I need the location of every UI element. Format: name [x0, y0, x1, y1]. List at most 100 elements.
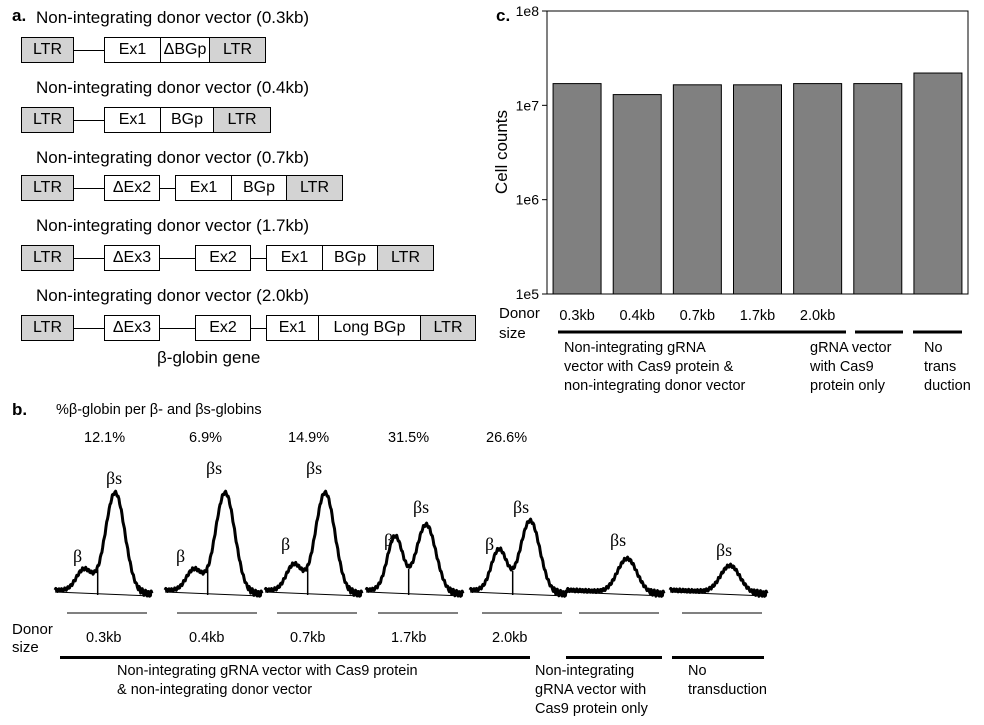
donor-size-value: 2.0kb [492, 630, 528, 646]
group-bracket-line [566, 656, 662, 659]
group-label-line: Non-integrating gRNA [564, 340, 706, 356]
bar [913, 72, 963, 295]
group-bracket-line [672, 656, 764, 659]
exon3-partial-box: ΔEx3 [104, 315, 160, 341]
beta-peak-label: β [176, 546, 186, 566]
group-label-line: gRNA vector with [535, 682, 647, 698]
connector-line [74, 188, 104, 189]
size-label: size [12, 639, 39, 656]
donor-label: Donor [499, 305, 540, 322]
group-label-line: protein only [810, 378, 885, 394]
hplc-trace [468, 517, 569, 598]
hplc-trace [263, 489, 364, 598]
exon2-partial-box: ΔEx2 [104, 175, 160, 201]
ltr-box: LTR [213, 107, 271, 133]
group-label-no-transduction-c: No trans duction [924, 339, 971, 396]
bar [672, 84, 722, 295]
bgp-box: BGp [231, 175, 287, 201]
exon2-box: Ex2 [195, 315, 251, 341]
group-label-line: Non-integrating [535, 663, 635, 679]
group-label-line: transduction [688, 682, 767, 698]
hplc-trace [668, 562, 769, 598]
ltr-box: LTR [420, 315, 476, 341]
group-label-line: trans [924, 359, 957, 375]
panel-b-header: %β-globin per β- and βs-globins [56, 402, 262, 418]
beta-percent-value: 26.6% [486, 430, 528, 446]
betas-peak-label: βs [206, 458, 223, 478]
gene-label: β-globin gene [157, 348, 261, 367]
donor-size-value: 0.4kb [189, 630, 225, 646]
donor-label: Donor [12, 621, 53, 638]
group-label-line: Cas9 protein only [535, 701, 648, 717]
vector-title-1: Non-integrating donor vector (0.3kb) [36, 8, 310, 27]
ltr-box: LTR [377, 245, 434, 271]
vector-title-3: Non-integrating donor vector (0.7kb) [36, 148, 310, 167]
baseline-line [469, 591, 568, 597]
long-bgp-box: Long BGp [318, 315, 421, 341]
baseline-line [566, 591, 665, 597]
baseline-line [264, 591, 363, 597]
x-tick-label: 0.3kb [559, 308, 594, 324]
connector-line [74, 328, 104, 329]
bar [612, 94, 662, 295]
donor-size-value: 0.7kb [290, 630, 326, 646]
y-tick-label: 1e5 [516, 286, 540, 302]
panel-a-label: a. [12, 6, 27, 25]
exon3-partial-box: ΔEx3 [104, 245, 160, 271]
bgp-box: BGp [322, 245, 378, 271]
group-label-no-transduction: No transduction [688, 662, 767, 700]
betas-peak-label: βs [413, 497, 430, 517]
size-label: size [499, 325, 526, 342]
group-label-cotransduction: Non-integrating gRNA vector with Cas9 pr… [117, 662, 418, 700]
connector-line [74, 50, 104, 51]
connector-line [160, 328, 195, 329]
group-label-line: with Cas9 [810, 359, 874, 375]
ltr-box: LTR [209, 37, 266, 63]
vector-title-4: Non-integrating donor vector (1.7kb) [36, 216, 310, 235]
donor-size-label-b: Donor size [12, 621, 53, 657]
connector-line [251, 258, 266, 259]
baseline-line [669, 591, 768, 597]
group-label-line: non-integrating donor vector [564, 378, 746, 394]
betas-peak-label: βs [513, 497, 530, 517]
exon1-box: Ex1 [104, 37, 161, 63]
baseline-line [164, 591, 263, 597]
ltr-box: LTR [21, 315, 74, 341]
beta-percent-value: 12.1% [84, 430, 126, 446]
exon1-box: Ex1 [175, 175, 232, 201]
bar [853, 83, 903, 295]
exon1-box: Ex1 [104, 107, 161, 133]
group-label-line: & non-integrating donor vector [117, 682, 313, 698]
hplc-trace [364, 521, 465, 598]
beta-peak-label: β [281, 534, 291, 554]
x-tick-label: 0.4kb [619, 308, 654, 324]
hplc-trace [53, 489, 154, 598]
x-tick-label: 0.7kb [680, 308, 715, 324]
connector-line [160, 258, 195, 259]
x-tick-label: 2.0kb [800, 308, 835, 324]
y-axis-label: Cell counts [492, 110, 511, 194]
donor-size-value: 0.3kb [86, 630, 122, 646]
panel-b-label: b. [12, 400, 28, 419]
bar [793, 83, 843, 295]
beta-peak-label: β [485, 534, 495, 554]
betas-peak-label: βs [716, 540, 733, 560]
bgp-box: ΔBGp [160, 37, 210, 63]
group-label-line: duction [924, 378, 971, 394]
hplc-trace [163, 489, 264, 598]
baseline-line [365, 591, 464, 597]
vector-title-2: Non-integrating donor vector (0.4kb) [36, 78, 310, 97]
panel-c-label: c. [496, 6, 511, 25]
betas-peak-label: βs [306, 458, 323, 478]
connector-line [160, 188, 175, 189]
beta-percent-value: 14.9% [288, 430, 330, 446]
ltr-box: LTR [21, 107, 74, 133]
group-label-line: Non-integrating gRNA vector with Cas9 pr… [117, 663, 418, 679]
y-tick-label: 1e6 [516, 192, 540, 208]
beta-percent-value: 31.5% [388, 430, 430, 446]
donor-size-value: 1.7kb [391, 630, 427, 646]
ltr-box: LTR [21, 245, 74, 271]
connector-line [74, 120, 104, 121]
hplc-trace [565, 555, 666, 598]
